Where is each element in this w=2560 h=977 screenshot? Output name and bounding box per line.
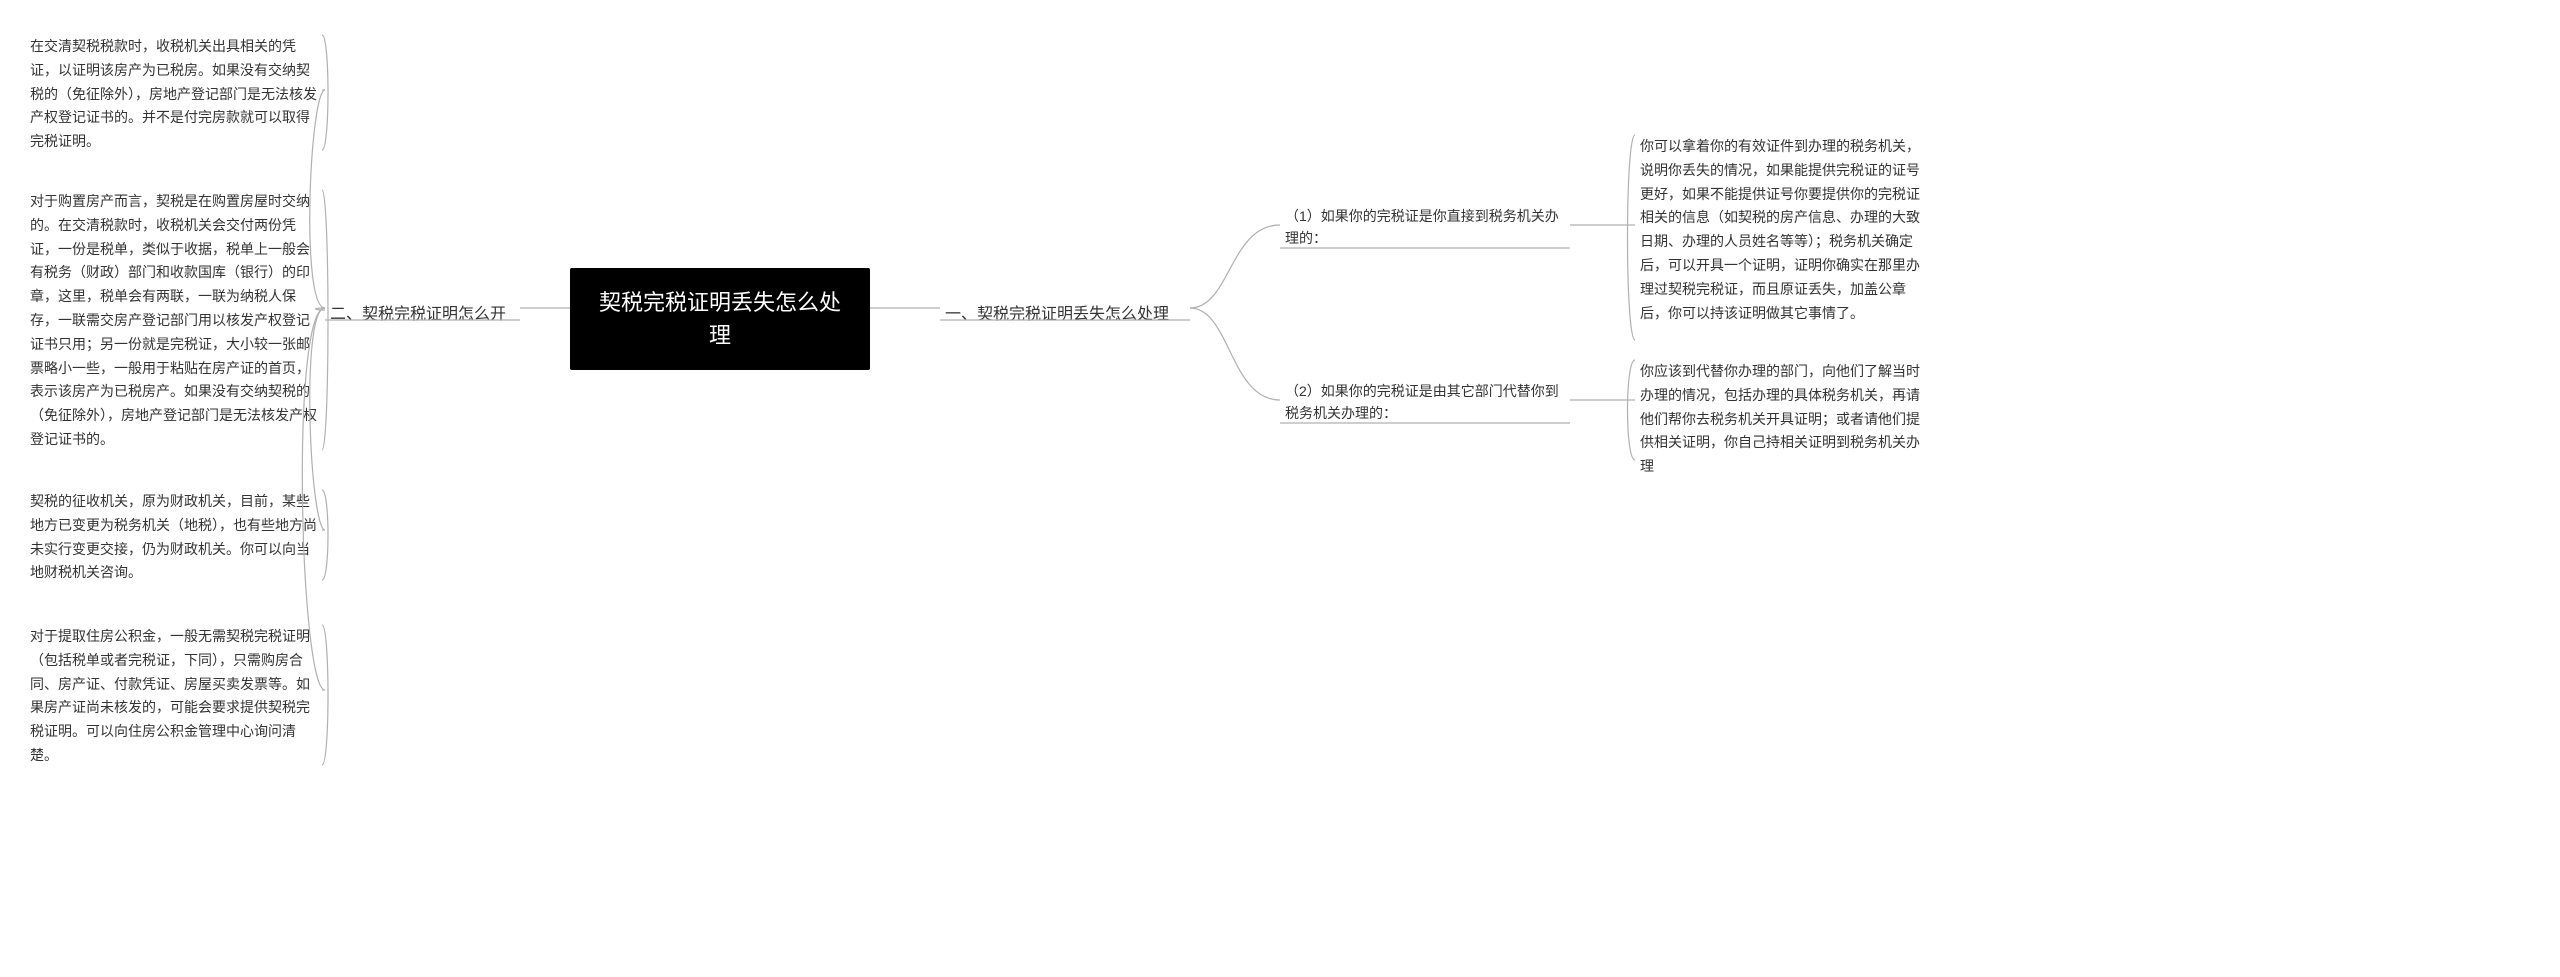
right-leaf-1: 你可以拿着你的有效证件到办理的税务机关，说明你丢失的情况，如果能提供完税证的证号… xyxy=(1640,135,1930,325)
left-leaf-4: 对于提取住房公积金，一般无需契税完税证明（包括税单或者完税证，下同），只需购房合… xyxy=(30,625,320,768)
left-leaf-2: 对于购置房产而言，契税是在购置房屋时交纳的。在交清税款时，收税机关会交付两份凭证… xyxy=(30,190,320,452)
connectors xyxy=(0,0,2560,977)
right-branch-label: 一、契税完税证明丢失怎么处理 xyxy=(945,300,1169,324)
right-sub-2-label: （2）如果你的完税证是由其它部门代替你到税务机关办理的： xyxy=(1285,380,1565,425)
left-leaf-1: 在交清契税税款时，收税机关出具相关的凭证，以证明该房产为已税房。如果没有交纳契税… xyxy=(30,35,320,154)
right-sub-1-label: （1）如果你的完税证是你直接到税务机关办理的： xyxy=(1285,205,1565,250)
root-node: 契税完税证明丢失怎么处 理 xyxy=(570,268,870,370)
right-leaf-2: 你应该到代替你办理的部门，向他们了解当时办理的情况，包括办理的具体税务机关，再请… xyxy=(1640,360,1930,479)
left-leaf-3: 契税的征收机关，原为财政机关，目前，某些地方已变更为税务机关（地税），也有些地方… xyxy=(30,490,320,585)
left-branch-label: 二、契税完税证明怎么开 xyxy=(330,300,506,324)
